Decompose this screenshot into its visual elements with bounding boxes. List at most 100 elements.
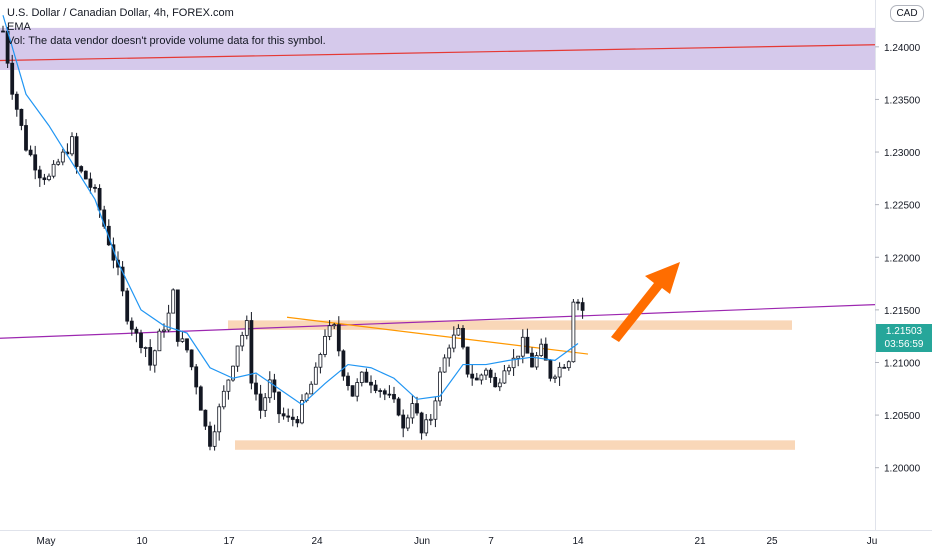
- ema-indicator-label[interactable]: EMA: [7, 21, 31, 33]
- candle-body: [410, 403, 415, 419]
- candle-body: [502, 370, 507, 384]
- candle-body: [507, 367, 511, 372]
- candle-body: [534, 355, 539, 368]
- candle-body: [47, 175, 51, 181]
- candle-body: [378, 390, 383, 392]
- candle-body: [1, 30, 5, 33]
- candle-body: [148, 347, 153, 366]
- bullish-arrow-icon: [611, 262, 680, 342]
- candle-body: [580, 302, 585, 311]
- candle-body: [470, 373, 475, 379]
- candle-body: [461, 328, 465, 348]
- time-tick-label: 25: [766, 536, 778, 547]
- price-axis: 1.24000 1.23500 1.23000 1.22500 1.22000 1.215…: [875, 43, 921, 475]
- candle-body: [83, 170, 88, 180]
- candle-body: [520, 336, 525, 357]
- candle-body: [97, 187, 102, 211]
- time-tick-label: 7: [488, 536, 494, 547]
- chart-legend: U.S. Dollar / Canadian Dollar, 4h, FOREX…: [7, 6, 326, 48]
- candle-body: [548, 359, 553, 379]
- candle-body: [419, 412, 424, 434]
- candle-body: [451, 334, 456, 349]
- candle-body: [125, 290, 130, 322]
- candle-body: [162, 329, 166, 332]
- candle-body: [387, 393, 392, 396]
- resistance-red-line: [0, 44, 876, 62]
- candle-body: [221, 390, 226, 408]
- candle-body: [465, 346, 470, 375]
- candle-body: [392, 394, 396, 400]
- candle-body: [143, 347, 148, 349]
- candle-body: [185, 338, 189, 351]
- zone-2: [235, 440, 795, 450]
- candle-body: [456, 328, 461, 336]
- candle-body: [19, 108, 24, 126]
- candle-body: [231, 365, 235, 381]
- candle-body: [56, 161, 61, 165]
- candle-body: [364, 371, 369, 383]
- candle-body: [290, 416, 295, 420]
- currency-badge[interactable]: CAD: [890, 5, 924, 22]
- candle-body: [194, 366, 199, 388]
- candle-body: [424, 419, 429, 434]
- candle-body: [332, 324, 337, 327]
- zone-1: [228, 320, 792, 330]
- arrow-shape: [611, 262, 680, 342]
- last-price-tag: 1.21503 03:56:59: [876, 324, 932, 352]
- candle-body: [539, 343, 544, 356]
- candle-body: [286, 415, 291, 418]
- candle-body: [415, 403, 419, 414]
- candle-body: [382, 390, 387, 395]
- candle-body: [235, 345, 240, 367]
- candle-body: [438, 371, 442, 402]
- candle-body: [474, 377, 479, 381]
- candle-body: [309, 383, 314, 395]
- candle-body: [258, 393, 263, 411]
- candle-body: [120, 266, 125, 292]
- candle-body: [488, 369, 493, 378]
- candle-body: [497, 382, 502, 388]
- descending-orange-line: [286, 316, 589, 355]
- drawn-lines: [0, 44, 876, 355]
- candle-body: [198, 386, 203, 411]
- candle-body: [562, 366, 567, 369]
- candle-body: [479, 374, 484, 381]
- candle-body: [93, 186, 97, 189]
- candle-body: [277, 391, 281, 415]
- bar-countdown: 03:56:59: [884, 339, 924, 350]
- candle-body: [442, 357, 447, 373]
- candle-body: [511, 357, 516, 369]
- candle-body: [166, 312, 171, 331]
- candle-body: [134, 328, 139, 334]
- time-tick-label: 24: [311, 536, 323, 547]
- candle-body: [74, 136, 79, 167]
- time-tick-label: May: [37, 536, 56, 547]
- price-tick-label: 1.20500: [884, 411, 921, 422]
- candle-body: [355, 382, 360, 397]
- candle-body: [157, 330, 162, 352]
- time-tick-label: 17: [223, 536, 235, 547]
- candle-body: [240, 334, 245, 347]
- symbol-title[interactable]: U.S. Dollar / Canadian Dollar, 4h, FOREX…: [7, 7, 234, 19]
- candle-body: [51, 163, 56, 177]
- candle-body: [208, 425, 212, 447]
- candle-body: [350, 385, 355, 397]
- candle-body: [373, 384, 378, 391]
- time-tick-label: 10: [136, 536, 148, 547]
- volume-note: Vol: The data vendor doesn't provide vol…: [7, 35, 326, 47]
- candle-body: [405, 417, 410, 429]
- candle-body: [24, 125, 28, 151]
- candle-body: [433, 400, 438, 420]
- candle-body: [525, 336, 530, 354]
- candle-body: [566, 361, 571, 369]
- candle-body: [341, 350, 346, 377]
- ema-line: [2, 15, 579, 406]
- candle-body: [33, 154, 38, 171]
- price-tick-label: 1.21000: [884, 358, 921, 369]
- candle-body: [212, 431, 217, 447]
- candle-body: [516, 355, 521, 359]
- candles: [1, 25, 585, 451]
- price-zones: [0, 27, 875, 450]
- candle-body: [428, 418, 433, 421]
